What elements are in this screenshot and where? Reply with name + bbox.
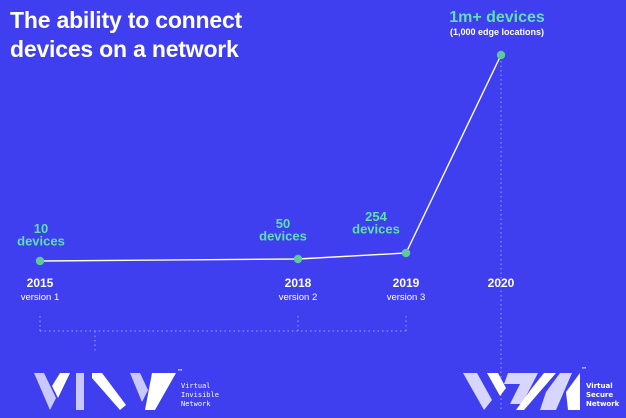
vsn-logo-text-2: Secure [586,391,613,399]
vsn-logo-text-3: Network [586,400,620,408]
vin-logo-text-1: Virtual [181,382,211,390]
vin-logo-text-2: Invisible [181,391,219,399]
annotation-edge-locations: (1,000 edge locations) [450,27,544,37]
vin-logo-tm: ™ [178,368,182,376]
vin-logo-shape [76,373,84,410]
x-tick-label-2018: 2018 [285,276,312,290]
data-label-2015-1: 10 [34,221,48,236]
data-point-2015 [35,256,45,266]
vsn-logo-shape [504,373,538,404]
data-label-2018-2: devices [259,229,307,244]
vin-logo-shape [52,373,70,398]
vsn-logo-text-1: Virtual [586,382,613,390]
data-label-2020: 1m+ devices [449,9,545,26]
vsn-logo-shape [540,373,572,410]
data-point-2020 [496,50,506,60]
version-label-2018: version 2 [279,292,318,303]
version-label-2019: version 3 [387,292,426,303]
vin-logo-shape [130,373,148,402]
vin-logo-shape [145,373,176,410]
vin-logo-text-3: Network [181,400,211,408]
data-label-2019-2: devices [352,222,400,237]
vsn-logo-icon [463,373,580,410]
data-point-2018 [293,254,303,264]
data-label-2018-1: 50 [276,216,290,231]
x-tick-label-2020: 2020 [488,276,515,290]
vsn-logo-shape [516,373,556,410]
version-label-2015: version 1 [21,292,60,303]
page-title: The ability to connect devices on a netw… [10,6,242,64]
vsn-logo-tm: ™ [582,366,586,374]
title-line-2: devices on a network [10,36,239,62]
vsn-logo-shape [487,373,506,396]
vin-logo-icon [34,373,176,410]
vin-logo-shape [34,373,56,410]
vsn-logo-shape [566,373,580,410]
x-tick-label-2019: 2019 [393,276,420,290]
data-label-2019-1: 254 [365,209,387,224]
vin-logo-shape [92,373,126,410]
vsn-logo-shape [463,373,492,410]
data-label-2015-2: devices [17,234,65,249]
title-line-1: The ability to connect [10,7,243,33]
x-tick-label-2015: 2015 [27,276,54,290]
data-point-2019 [401,248,411,258]
series-line [39,54,502,262]
